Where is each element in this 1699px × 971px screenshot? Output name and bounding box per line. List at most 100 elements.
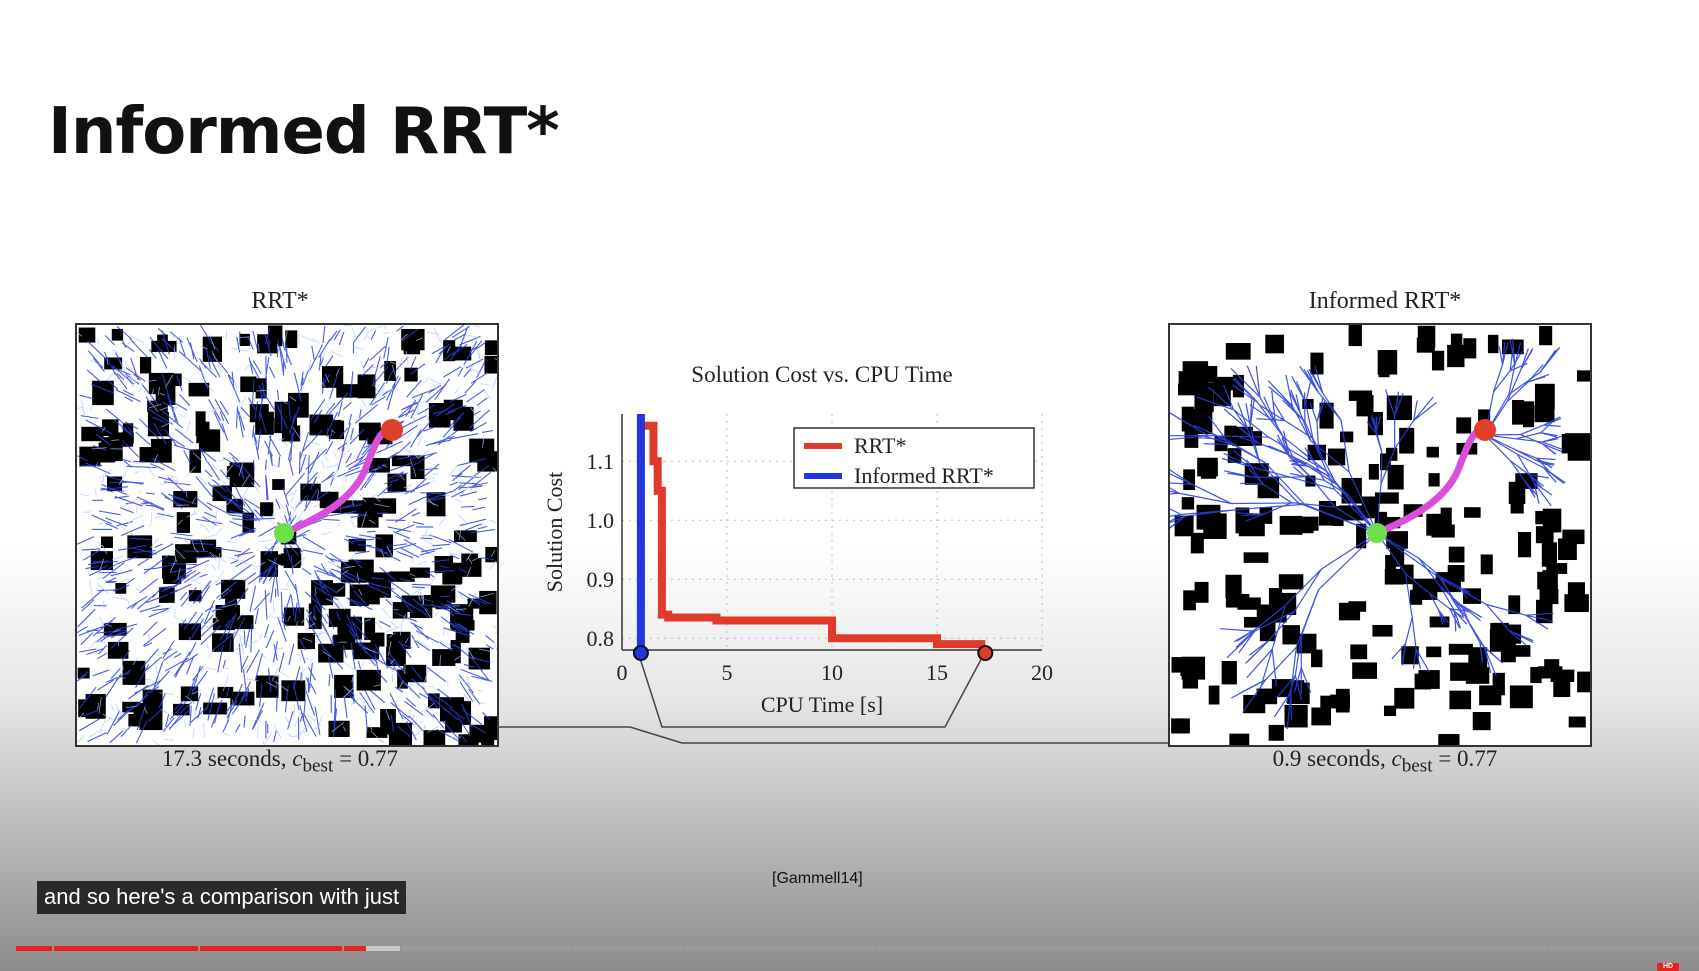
- obstacle: [147, 400, 168, 413]
- progress-chapter-segment[interactable]: [878, 946, 1546, 951]
- tree-edge: [438, 343, 451, 355]
- tree-edge-light: [112, 555, 123, 560]
- tree-edge: [1246, 459, 1264, 485]
- tree-edge: [1262, 502, 1292, 515]
- tree-edge-light: [113, 596, 127, 600]
- tree-edge: [320, 619, 335, 647]
- obstacle: [409, 567, 430, 578]
- obstacle: [453, 530, 477, 543]
- obstacle: [1449, 690, 1472, 710]
- tree-edge: [348, 456, 369, 471]
- tree-edge: [426, 667, 447, 683]
- tree-edge: [85, 565, 99, 570]
- tree-edge: [229, 639, 232, 651]
- tree-edge: [121, 480, 144, 485]
- tree-edge-light: [413, 468, 417, 478]
- progress-chapter-segment[interactable]: [686, 946, 876, 951]
- progress-chapter-segment[interactable]: [16, 946, 52, 951]
- tree-edge-light: [406, 431, 414, 438]
- tree-edge-light: [337, 521, 341, 527]
- tree-edge-light: [135, 588, 145, 595]
- tree-edge-light: [276, 343, 280, 352]
- obstacle: [1394, 687, 1415, 709]
- progress-chapter-segment[interactable]: [1548, 946, 1699, 951]
- tree-edge-light: [174, 548, 186, 560]
- tree-edge-light: [373, 683, 383, 687]
- obstacle: [1530, 666, 1542, 684]
- tree-edge-light: [266, 681, 277, 688]
- tree-edge-light: [351, 327, 357, 342]
- hd-badge[interactable]: HD: [1657, 963, 1679, 971]
- tree-edge-light: [113, 628, 121, 633]
- obstacle: [357, 516, 379, 528]
- obstacle: [370, 632, 385, 647]
- tree-edge: [1263, 396, 1276, 423]
- obstacle: [467, 598, 493, 609]
- tree-edge: [125, 577, 135, 585]
- tree-edge: [124, 421, 139, 430]
- obstacle: [1450, 333, 1463, 347]
- tree-edge: [412, 586, 426, 589]
- tree-edge-light: [409, 573, 416, 577]
- obstacle: [78, 699, 91, 718]
- tree-edge: [120, 525, 145, 537]
- tree-edge: [1380, 448, 1396, 485]
- tree-edge: [471, 675, 493, 682]
- tree-edge: [411, 634, 420, 649]
- tree-edge: [251, 424, 255, 438]
- obstacle: [98, 442, 116, 463]
- progress-chapter-segment[interactable]: [54, 946, 198, 951]
- tree-edge-light: [135, 501, 138, 514]
- obstacle: [189, 449, 202, 473]
- tree-edge: [1246, 639, 1270, 663]
- tree-edge: [1170, 487, 1180, 494]
- tree-edge-light: [165, 374, 174, 388]
- tree-edge: [238, 411, 246, 431]
- tree-edge: [313, 409, 323, 424]
- tree-edge-light: [423, 539, 436, 546]
- tree-edge-light: [381, 607, 392, 620]
- tree-edge-light: [205, 533, 218, 539]
- tree-edge: [1391, 643, 1406, 660]
- tree-edge: [458, 567, 467, 573]
- tree-edge: [260, 561, 275, 580]
- tree-edge-light: [384, 596, 393, 603]
- tree-edge-light: [269, 510, 275, 523]
- progress-chapter-segment[interactable]: [344, 946, 366, 951]
- progress-chapter-segment[interactable]: [200, 946, 342, 951]
- tree-edge: [401, 714, 415, 726]
- tree-edge-light: [409, 458, 413, 466]
- tree-edge: [1249, 397, 1255, 427]
- tree-edge: [243, 499, 260, 522]
- tree-edge: [1485, 603, 1510, 632]
- progress-chapter-segment[interactable]: [366, 946, 400, 951]
- tree-edge: [462, 709, 483, 725]
- tree-edge: [161, 338, 177, 352]
- tree-edge: [207, 482, 228, 502]
- progress-chapter-segment[interactable]: [572, 946, 684, 951]
- tree-edge: [145, 594, 168, 604]
- video-progress-bar[interactable]: [16, 946, 1699, 951]
- tree-edge-light: [411, 587, 425, 595]
- tree-edge-light: [150, 388, 154, 403]
- tree-edge-light: [350, 550, 357, 561]
- tree-edge: [449, 393, 467, 403]
- tree-edge-light: [125, 705, 138, 709]
- tree-edge-light: [284, 330, 288, 345]
- left-caption-text: 17.3 seconds,: [161, 746, 293, 771]
- obstacle: [1238, 513, 1265, 537]
- tree-edge-light: [348, 434, 355, 443]
- tree-edge: [230, 498, 241, 510]
- tree-edge-light: [361, 511, 367, 528]
- tree-edge: [104, 335, 115, 346]
- tree-edge-light: [397, 356, 404, 372]
- tree-edge-light: [448, 552, 462, 557]
- obstacle: [1440, 507, 1452, 530]
- tree-edge-light: [160, 708, 168, 714]
- progress-chapter-segment[interactable]: [402, 946, 570, 951]
- tree-edge: [449, 343, 463, 361]
- obstacle: [1227, 448, 1242, 463]
- callout-trapezoid: [637, 651, 986, 728]
- tree-edge: [199, 325, 211, 341]
- tree-edge-light: [326, 464, 340, 469]
